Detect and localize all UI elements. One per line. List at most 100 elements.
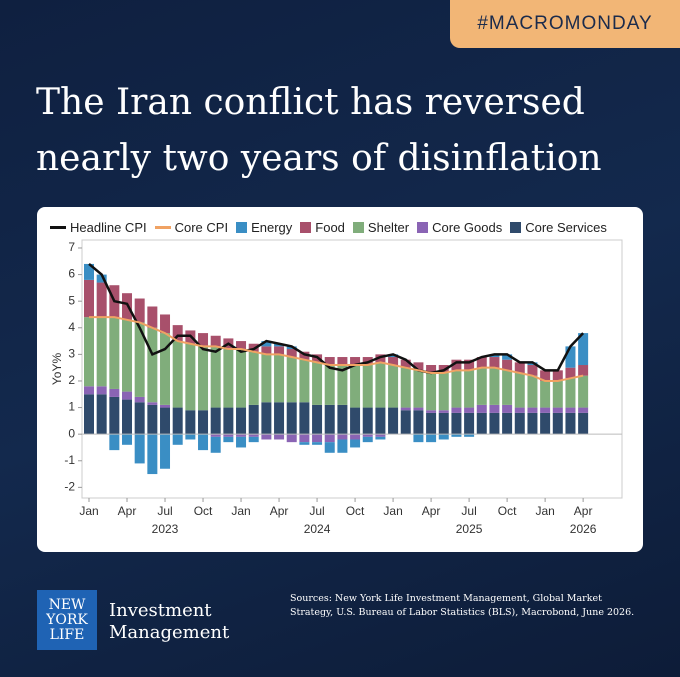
bar-segment — [451, 359, 462, 371]
bar-segment — [299, 351, 310, 360]
bar-segment — [527, 365, 538, 376]
bar-segment — [502, 370, 513, 405]
legend-item: Energy — [236, 220, 292, 235]
bar-segment — [210, 407, 221, 435]
bar-segment — [312, 442, 323, 445]
bar-segment — [236, 407, 247, 435]
bar-segment — [261, 434, 272, 440]
bar-segment — [578, 365, 589, 376]
bar-segment — [578, 412, 589, 435]
line-series — [88, 262, 585, 375]
bar-segment — [312, 434, 323, 443]
bar-segment — [274, 346, 285, 355]
y-tick-label: -2 — [64, 480, 75, 494]
x-tick-label: Jan — [231, 504, 250, 518]
bar-segment — [552, 412, 563, 435]
bar-segment — [489, 367, 500, 405]
bar-segment — [578, 407, 589, 413]
bar-segment — [286, 349, 297, 358]
x-tick-label: Apr — [574, 504, 593, 518]
bar-segment — [210, 434, 221, 437]
bar-segment — [147, 434, 158, 475]
bar-segment — [438, 412, 449, 435]
bar-segment — [565, 367, 576, 379]
bar-segment — [274, 343, 285, 347]
bar-segment — [565, 407, 576, 413]
legend-label: Headline CPI — [70, 220, 147, 235]
bar-segment — [210, 436, 221, 453]
bar-segment — [236, 436, 247, 448]
bar-segment — [337, 404, 348, 435]
bar-segment — [565, 378, 576, 408]
bar-segment — [286, 434, 297, 443]
bar-segment — [337, 439, 348, 453]
year-label: 2023 — [152, 522, 179, 536]
bar-segment — [312, 404, 323, 435]
bar-segment — [223, 436, 234, 443]
bar-segment — [109, 396, 120, 435]
bar-segment — [84, 386, 94, 395]
bar-segment — [552, 407, 563, 413]
bar-segment — [84, 317, 94, 387]
bar-segment — [122, 434, 133, 445]
legend-swatch — [300, 222, 312, 233]
y-axis-label: YoY% — [50, 353, 64, 386]
bar-segment — [223, 434, 234, 437]
bar-segment — [274, 354, 285, 403]
bar-segment — [299, 402, 310, 435]
legend-label: Core CPI — [174, 220, 229, 235]
bar-segment — [160, 434, 171, 469]
year-label: 2024 — [304, 522, 331, 536]
bar-segment — [160, 407, 171, 435]
bar-segment — [109, 388, 120, 397]
legend-swatch — [154, 226, 171, 229]
bar-segment — [476, 404, 487, 413]
bar-segment — [400, 359, 411, 368]
bar-segment — [172, 407, 183, 435]
bar-segment — [248, 436, 259, 443]
bar-segment — [172, 325, 183, 342]
bar-segment — [476, 367, 487, 405]
legend-item: Core CPI — [154, 220, 229, 235]
bar-segment — [84, 279, 94, 318]
bar-segment — [451, 407, 462, 413]
bar-segment — [147, 402, 158, 405]
bar-segment — [413, 407, 424, 411]
logo: NEW YORK LIFE — [37, 590, 97, 650]
bar-segment — [84, 394, 94, 435]
bar-segment — [514, 412, 525, 435]
bar-segment — [198, 333, 209, 347]
bar-segment — [236, 341, 247, 350]
bar-segment — [413, 434, 424, 443]
bar-segment — [236, 349, 247, 408]
bar-segment — [299, 442, 310, 445]
legend-item: Core Goods — [417, 220, 502, 235]
bar-segment — [147, 306, 158, 328]
brand: Management — [109, 622, 230, 643]
legend-swatch — [417, 222, 429, 233]
bar-segment — [172, 341, 183, 408]
hashtag: #MACROMONDAY — [450, 0, 680, 48]
bar-segment — [527, 375, 538, 408]
bar-segment — [324, 365, 335, 405]
bar-segment — [286, 402, 297, 435]
bar-segment — [122, 319, 133, 392]
bar-segment — [438, 372, 449, 411]
bar-segment — [350, 365, 361, 408]
bar-segment — [337, 357, 348, 366]
x-tick-label: Jan — [79, 504, 98, 518]
bar-segment — [464, 370, 475, 408]
legend: Headline CPI Core CPI Energy Food Shelter Cor… — [50, 220, 607, 235]
bar-segment — [160, 314, 171, 334]
bar-segment — [248, 434, 259, 437]
bar-segment — [464, 407, 475, 413]
bar-segment — [565, 412, 576, 435]
plot-frame — [81, 239, 623, 499]
bar-segment — [489, 412, 500, 435]
bar-segment — [324, 442, 335, 453]
bar-segment — [134, 298, 145, 323]
bar-segment — [350, 439, 361, 448]
bar-segment — [261, 346, 272, 355]
bar-segment — [109, 317, 120, 389]
